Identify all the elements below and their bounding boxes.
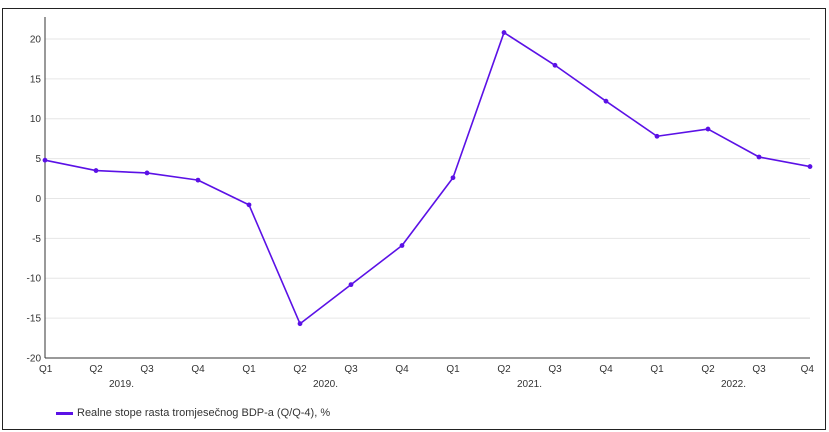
y-tick-label: 0 [35, 194, 41, 205]
legend[interactable]: Realne stope rasta tromjesečnog BDP-a (Q… [56, 405, 330, 421]
x-tick-label: Q4 [395, 364, 409, 375]
x-tick-label: Q2 [497, 364, 511, 375]
data-point[interactable] [93, 168, 99, 173]
data-point[interactable] [42, 157, 48, 163]
data-point[interactable] [399, 243, 405, 248]
y-tick-label: 5 [35, 154, 41, 165]
data-point[interactable] [552, 62, 558, 68]
x-tick-label: Q4 [801, 364, 815, 375]
series-line [44, 31, 811, 325]
series-points [42, 30, 813, 327]
year-label: 2019. [109, 379, 134, 390]
data-point[interactable] [144, 170, 150, 176]
y-tick-label: -10 [27, 274, 42, 285]
x-tick-label: Q3 [344, 364, 358, 375]
y-tick-label: 10 [30, 114, 42, 125]
year-label: 2022. [721, 379, 746, 390]
y-tick-label: 15 [30, 74, 42, 85]
data-point[interactable] [807, 164, 813, 169]
x-tick-label: Q3 [752, 364, 766, 375]
year-labels: 2019. 2020. 2021. 2022. [109, 379, 746, 390]
x-tick-label: Q3 [140, 364, 154, 375]
y-tick-label: -15 [27, 314, 42, 325]
x-tick-label: Q1 [650, 364, 664, 375]
data-point[interactable] [348, 282, 354, 288]
x-tick-labels: Q1 Q2 Q3 Q4 Q1 Q2 Q3 Q4 Q1 Q2 Q3 Q4 Q1 Q2 Q3 Q4 [39, 364, 814, 375]
data-point[interactable] [756, 154, 762, 160]
axes [44, 17, 810, 359]
y-tick-label: -20 [27, 354, 42, 365]
data-point[interactable] [705, 126, 711, 132]
data-point[interactable] [297, 321, 303, 327]
data-point[interactable] [654, 133, 660, 139]
grid-lines [45, 38, 810, 319]
data-point[interactable] [195, 177, 201, 183]
x-tick-label: Q2 [293, 364, 307, 375]
x-tick-label: Q4 [599, 364, 613, 375]
x-tick-label: Q1 [446, 364, 460, 375]
data-point[interactable] [603, 98, 609, 104]
x-tick-label: Q3 [548, 364, 562, 375]
x-tick-label: Q2 [701, 364, 715, 375]
x-tick-label: Q4 [191, 364, 205, 375]
data-point[interactable] [501, 30, 507, 35]
x-tick-label: Q1 [39, 364, 53, 375]
y-tick-label: 20 [30, 34, 42, 45]
data-point[interactable] [450, 175, 456, 181]
y-tick-label: -5 [32, 234, 41, 245]
x-tick-label: Q2 [89, 364, 103, 375]
series-line-path [44, 31, 811, 325]
x-tick-label: Q1 [242, 364, 256, 375]
year-label: 2020. [313, 379, 338, 390]
data-point[interactable] [246, 202, 252, 208]
legend-swatch [56, 411, 73, 415]
legend-label: Realne stope rasta tromjesečnog BDP-a (Q… [77, 407, 331, 419]
y-tick-labels: 20 15 10 5 0 -5 -10 -15 -20 [27, 34, 42, 364]
year-label: 2021. [517, 379, 542, 390]
